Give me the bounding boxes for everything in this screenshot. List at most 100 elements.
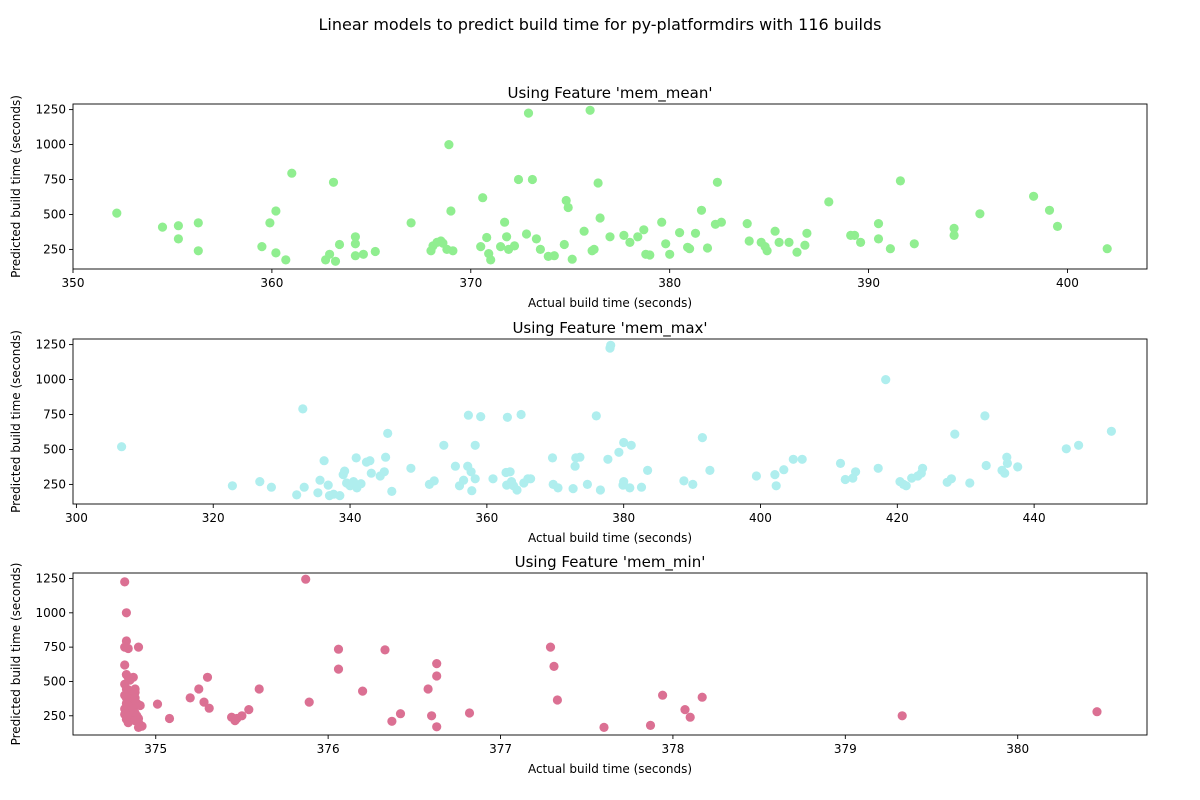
x-tick-label: 375: [144, 742, 167, 756]
data-point: [496, 242, 506, 252]
data-point: [523, 108, 534, 118]
x-axis-label: Actual build time (seconds): [528, 296, 692, 310]
data-point: [123, 643, 133, 654]
data-point: [323, 480, 333, 490]
data-point: [950, 429, 960, 439]
data-point: [657, 217, 667, 227]
data-point: [464, 708, 475, 718]
data-point: [292, 490, 302, 500]
data-point: [636, 482, 647, 492]
data-point: [516, 409, 526, 420]
data-point: [366, 468, 376, 478]
data-point: [570, 461, 580, 471]
data-point: [463, 410, 473, 420]
data-point: [358, 686, 368, 696]
data-point: [266, 482, 276, 492]
y-tick-label: 1250: [35, 571, 66, 585]
data-point: [135, 700, 145, 711]
subplot-2: Using Feature 'mem_max' 300 320 340 360 380 40…: [9, 319, 1148, 545]
data-point: [645, 250, 655, 260]
x-tick-label: 380: [658, 276, 681, 290]
data-point: [856, 237, 866, 247]
data-point: [585, 105, 595, 115]
data-point: [467, 486, 477, 496]
data-point: [1061, 444, 1071, 454]
data-point: [301, 574, 311, 584]
data-point: [549, 251, 559, 261]
data-point: [1002, 458, 1013, 468]
data-point: [488, 474, 498, 484]
data-point: [1044, 205, 1055, 215]
data-point: [1102, 244, 1112, 254]
data-point: [193, 246, 203, 256]
x-tick-label: 420: [886, 511, 909, 525]
data-point: [603, 454, 613, 464]
data-point: [792, 247, 802, 257]
data-point: [762, 246, 772, 256]
data-point: [120, 660, 130, 670]
x-tick-label: 377: [489, 742, 512, 756]
x-tick-label: 379: [834, 742, 857, 756]
x-tick-label: 378: [661, 742, 684, 756]
data-point: [595, 213, 605, 223]
data-point: [459, 475, 469, 485]
plot-frame: [72, 103, 1148, 270]
data-point: [705, 465, 715, 475]
data-point: [897, 711, 907, 721]
x-tick-label: 380: [612, 511, 635, 525]
data-point: [744, 236, 754, 246]
data-point: [315, 475, 325, 485]
data-point: [358, 249, 368, 259]
data-point: [482, 232, 492, 243]
y-tick-label: 1000: [35, 606, 66, 620]
data-point: [319, 456, 329, 466]
data-point: [123, 718, 133, 728]
subplots: Using Feature 'mem_mean' 350 360 370 380 390 4…: [9, 84, 1148, 776]
data-point: [568, 484, 578, 494]
data-point: [387, 486, 397, 496]
data-points: [120, 574, 1102, 733]
data-point: [502, 232, 512, 242]
data-point: [645, 720, 656, 731]
data-point: [265, 218, 275, 228]
data-point: [476, 412, 486, 422]
data-point: [313, 488, 323, 498]
x-tick-label: 380: [1006, 742, 1029, 756]
data-point: [981, 460, 991, 471]
data-point: [199, 697, 209, 707]
data-point: [593, 178, 603, 188]
data-point: [194, 684, 204, 694]
y-tick-label: 1250: [35, 103, 66, 117]
data-point: [946, 474, 957, 484]
data-point: [797, 454, 807, 464]
data-point: [559, 239, 569, 250]
data-point: [500, 217, 510, 227]
data-point: [975, 209, 985, 219]
data-point: [633, 232, 643, 242]
data-point: [680, 705, 690, 715]
data-point: [128, 672, 138, 682]
data-point: [133, 722, 144, 733]
data-point: [193, 218, 203, 228]
data-point: [742, 219, 752, 229]
data-point: [432, 659, 442, 669]
x-tick-label: 400: [749, 511, 772, 525]
data-point: [606, 340, 616, 350]
data-point: [918, 463, 928, 473]
data-point: [450, 461, 460, 471]
data-point: [381, 452, 391, 462]
data-point: [383, 428, 393, 438]
subplot-title: Using Feature 'mem_min': [515, 553, 706, 572]
data-points: [117, 340, 1116, 501]
y-axis-label: Predicted build time (seconds): [9, 563, 23, 746]
data-point: [1092, 707, 1102, 717]
data-point: [509, 241, 520, 251]
data-point: [591, 411, 601, 421]
data-point: [873, 234, 884, 244]
data-point: [579, 226, 589, 236]
data-point: [885, 244, 896, 254]
data-point: [340, 466, 350, 476]
subplot-title: Using Feature 'mem_mean': [508, 84, 713, 103]
data-point: [1000, 468, 1010, 478]
data-point: [665, 249, 675, 259]
